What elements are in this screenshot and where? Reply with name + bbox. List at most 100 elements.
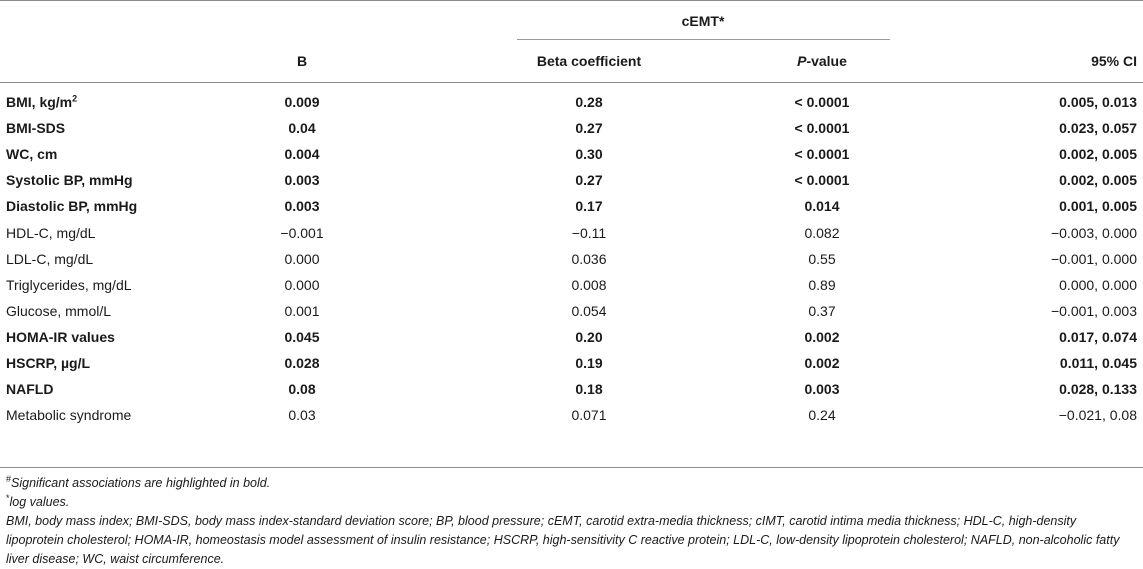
row-pvalue-text: 0.003: [804, 381, 840, 397]
header-bottom-rule: [0, 82, 1143, 83]
row-pvalue: 0.082: [762, 224, 882, 242]
row-b: 0.004: [252, 145, 352, 163]
row-ci: 0.005, 0.013: [1059, 93, 1137, 111]
row-label-superscript: 2: [72, 93, 78, 104]
row-ci: 0.017, 0.074: [1059, 328, 1137, 346]
row-beta: 0.19: [519, 354, 659, 372]
row-pvalue-text: 0.082: [804, 225, 840, 241]
row-pvalue: < 0.0001: [762, 93, 882, 111]
row-beta: 0.28: [519, 93, 659, 111]
row-label: BMI-SDS: [6, 119, 65, 137]
row-b-text: 0.000: [284, 277, 320, 293]
row-b-text: 0.03: [288, 407, 316, 423]
table-bottom-rule: [0, 467, 1143, 468]
row-label-text: HSCRP, µg/L: [6, 355, 91, 371]
row-pvalue-text: 0.37: [808, 303, 836, 319]
row-pvalue-text: < 0.0001: [794, 172, 850, 188]
row-ci: −0.001, 0.000: [1051, 250, 1137, 268]
footnote-significant-symbol: #: [6, 473, 12, 484]
row-b-text: 0.04: [288, 120, 316, 136]
row-pvalue: 0.014: [762, 197, 882, 215]
row-beta-text: 0.036: [571, 251, 607, 267]
group-header-rule: [517, 39, 890, 40]
row-pvalue: < 0.0001: [762, 145, 882, 163]
row-pvalue: 0.002: [762, 328, 882, 346]
row-ci: 0.023, 0.057: [1059, 119, 1137, 137]
row-b-text: 0.08: [288, 381, 316, 397]
row-beta-text: 0.19: [575, 355, 603, 371]
row-label-text: Systolic BP, mmHg: [6, 172, 133, 188]
row-label-text: Triglycerides, mg/dL: [6, 277, 132, 293]
footnote-significant-text: Significant associations are highlighted…: [11, 476, 271, 490]
row-ci-text: 0.002, 0.005: [1059, 172, 1137, 188]
pvalue-italic-p: P: [797, 53, 807, 69]
row-beta: 0.30: [519, 145, 659, 163]
row-pvalue-text: < 0.0001: [794, 120, 850, 136]
footnote-significant: #Significant associations are highlighte…: [6, 474, 1136, 493]
row-pvalue-text: 0.002: [804, 355, 840, 371]
row-label: Diastolic BP, mmHg: [6, 197, 137, 215]
row-label: Systolic BP, mmHg: [6, 171, 133, 189]
row-label: Glucose, mmol/L: [6, 302, 111, 320]
column-header-pvalue: P-value: [762, 52, 882, 70]
row-beta-text: 0.008: [571, 277, 607, 293]
row-ci-text: 0.023, 0.057: [1059, 120, 1137, 136]
row-pvalue-text: 0.24: [808, 407, 836, 423]
row-b-text: 0.004: [284, 146, 320, 162]
row-ci: 0.002, 0.005: [1059, 171, 1137, 189]
row-b: 0.028: [252, 354, 352, 372]
row-b-text: 0.003: [284, 198, 320, 214]
row-b-text: −0.001: [280, 225, 324, 241]
row-b: 0.000: [252, 250, 352, 268]
row-ci: −0.003, 0.000: [1051, 224, 1137, 242]
row-ci: −0.021, 0.08: [1059, 406, 1137, 424]
footnote-log: *log values.: [6, 493, 1136, 512]
row-beta: 0.17: [519, 197, 659, 215]
row-beta: 0.27: [519, 171, 659, 189]
row-beta-text: 0.071: [571, 407, 607, 423]
footnote-abbreviations: BMI, body mass index; BMI-SDS, body mass…: [6, 514, 1120, 566]
row-pvalue-text: 0.014: [804, 198, 840, 214]
row-label-text: HOMA-IR values: [6, 329, 115, 345]
row-b: 0.003: [252, 171, 352, 189]
row-pvalue: < 0.0001: [762, 119, 882, 137]
row-label-text: Glucose, mmol/L: [6, 303, 112, 319]
row-beta-text: 0.28: [575, 94, 603, 110]
row-beta-text: 0.18: [575, 381, 603, 397]
row-pvalue: 0.002: [762, 354, 882, 372]
row-pvalue: 0.24: [762, 406, 882, 424]
row-pvalue-text: 0.89: [808, 277, 836, 293]
row-b: 0.001: [252, 302, 352, 320]
row-pvalue-text: < 0.0001: [794, 146, 850, 162]
row-label-text: BMI, kg/m: [6, 94, 73, 110]
row-beta-text: 0.054: [571, 303, 607, 319]
row-beta-text: 0.30: [575, 146, 603, 162]
row-b: 0.04: [252, 119, 352, 137]
row-pvalue: 0.55: [762, 250, 882, 268]
row-ci: 0.002, 0.005: [1059, 145, 1137, 163]
row-ci-text: 0.000, 0.000: [1059, 277, 1137, 293]
row-pvalue-text: 0.55: [808, 251, 836, 267]
row-label: HSCRP, µg/L: [6, 354, 90, 372]
column-header-b: B: [296, 53, 308, 69]
row-b-text: 0.028: [284, 355, 320, 371]
row-ci-text: 0.028, 0.133: [1059, 381, 1137, 397]
row-ci-text: 0.017, 0.074: [1059, 329, 1137, 345]
row-beta: 0.036: [519, 250, 659, 268]
column-header-ci: 95% CI: [1091, 53, 1137, 69]
row-beta-text: 0.20: [575, 329, 603, 345]
row-ci: 0.001, 0.005: [1059, 197, 1137, 215]
row-ci: 0.028, 0.133: [1059, 380, 1137, 398]
row-pvalue: < 0.0001: [762, 171, 882, 189]
table-top-rule: [0, 0, 1143, 1]
row-b: −0.001: [252, 224, 352, 242]
group-header-cemt: cEMT*: [681, 13, 725, 29]
row-b: 0.003: [252, 197, 352, 215]
row-b: 0.045: [252, 328, 352, 346]
row-beta-text: 0.27: [575, 172, 603, 188]
row-ci-text: 0.002, 0.005: [1059, 146, 1137, 162]
row-label: BMI, kg/m2: [6, 93, 77, 111]
row-pvalue: 0.89: [762, 276, 882, 294]
row-label: NAFLD: [6, 380, 53, 398]
row-ci-text: −0.003, 0.000: [1050, 225, 1137, 241]
